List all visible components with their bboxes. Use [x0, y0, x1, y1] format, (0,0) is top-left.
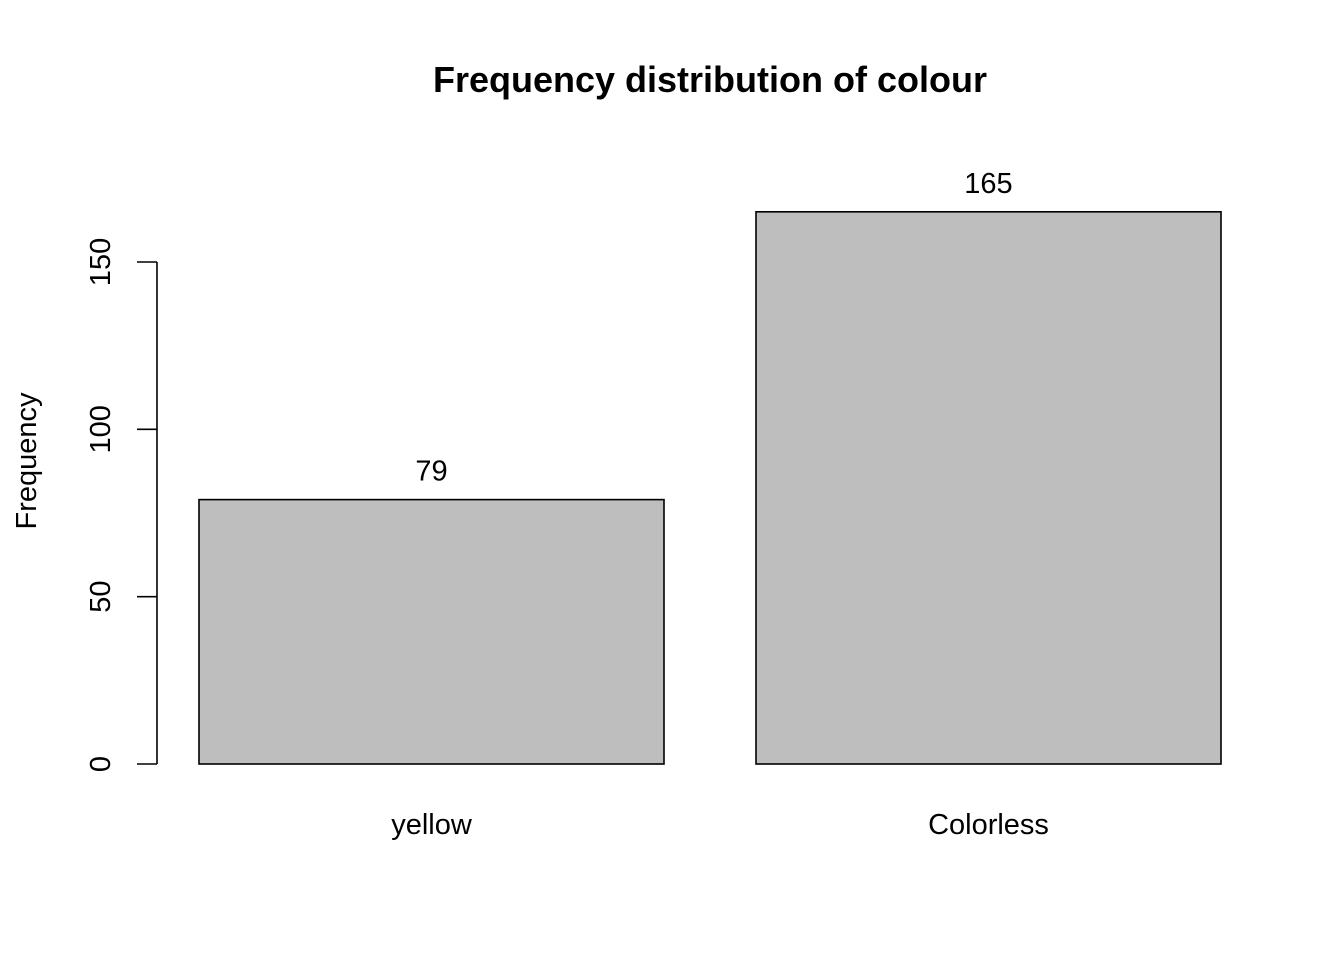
bar-value-label: 165	[964, 168, 1012, 200]
bar-value-label: 79	[415, 456, 447, 488]
y-tick-label: 100	[85, 405, 117, 453]
x-category-label: Colorless	[928, 809, 1049, 841]
bars	[198, 211, 1222, 765]
bar-yellow	[198, 498, 665, 765]
bar-colorless	[755, 211, 1222, 765]
y-tick-label: 150	[85, 238, 117, 286]
bar-value-labels: 79 165	[415, 168, 1012, 488]
y-axis: 0 50 100 150	[85, 238, 158, 772]
x-category-labels: yellow Colorless	[391, 809, 1049, 841]
chart-title: Frequency distribution of colour	[433, 59, 987, 100]
y-axis-label: Frequency	[11, 392, 43, 530]
y-ticks: 0 50 100 150	[85, 238, 157, 772]
x-category-label: yellow	[391, 809, 473, 841]
y-tick-label: 50	[85, 581, 117, 613]
y-tick-label: 0	[85, 756, 117, 772]
